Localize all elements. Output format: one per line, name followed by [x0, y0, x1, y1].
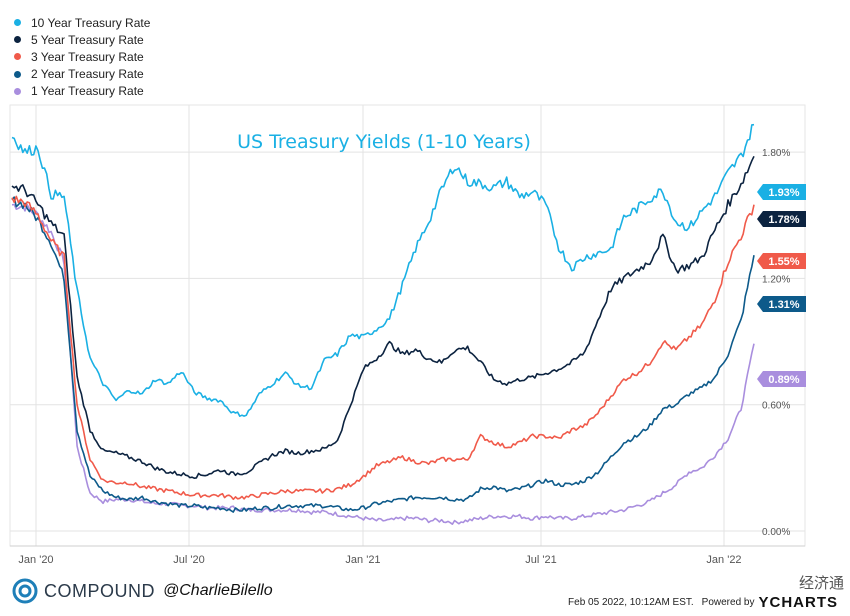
legend-label: 2 Year Treasury Rate — [31, 67, 144, 82]
end-label-text: 0.89% — [768, 374, 799, 386]
y-tick-label: 0.60% — [762, 401, 790, 412]
x-tick-label: Jul '21 — [525, 554, 556, 566]
legend-item: 5 Year Treasury Rate — [14, 31, 150, 48]
legend-color-dot — [14, 53, 21, 61]
legend-item: 10 Year Treasury Rate — [14, 14, 150, 31]
series-line — [11, 203, 755, 526]
legend-label: 10 Year Treasury Rate — [31, 15, 151, 30]
end-label-tag — [757, 253, 806, 269]
end-label-text: 1.55% — [768, 256, 799, 268]
ycharts-logo: YCHARTS — [758, 594, 838, 611]
chart-title: US Treasury Yields (1-10 Years) — [237, 131, 531, 153]
end-label: 1.93% — [757, 184, 806, 200]
brand-footer: COMPOUND @CharlieBilello — [12, 578, 273, 604]
legend-label: 1 Year Treasury Rate — [31, 84, 144, 99]
plot-frame — [9, 104, 806, 547]
legend-label: 5 Year Treasury Rate — [31, 32, 144, 47]
series-line — [11, 155, 755, 480]
legend-item: 3 Year Treasury Rate — [14, 48, 150, 65]
brand-name: COMPOUND — [44, 580, 155, 601]
chart-legend: 10 Year Treasury Rate 5 Year Treasury Rat… — [14, 14, 150, 100]
end-label: 1.78% — [757, 211, 806, 227]
y-tick-label: 1.20% — [762, 274, 790, 285]
x-tick-label: Jul '20 — [173, 554, 204, 566]
end-label: 1.55% — [757, 253, 806, 269]
legend-color-dot — [14, 19, 21, 27]
end-label: 1.31% — [757, 296, 806, 312]
end-label-tag — [757, 371, 806, 387]
legend-color-dot — [14, 87, 21, 95]
legend-label: 3 Year Treasury Rate — [31, 49, 144, 64]
source-footer: Feb 05 2022, 10:12AM EST. Powered by YCH… — [568, 594, 838, 611]
end-label-text: 1.78% — [768, 214, 799, 226]
y-tick-label: 0.00% — [762, 527, 790, 538]
y-tick-label: 1.80% — [762, 148, 790, 159]
timestamp: Feb 05 2022, 10:12AM EST. — [568, 597, 694, 608]
author-handle: @CharlieBilello — [163, 582, 273, 599]
series-line — [11, 195, 755, 501]
x-tick-label: Jan '20 — [18, 554, 53, 566]
series-line — [11, 123, 755, 418]
end-label-tag — [757, 296, 806, 312]
legend-color-dot — [14, 36, 21, 44]
end-label-tag — [757, 184, 806, 200]
watermark: 经济通 — [798, 574, 844, 592]
end-label: 0.89% — [757, 371, 806, 387]
compound-logo-icon — [12, 578, 38, 604]
end-label-tag — [757, 211, 806, 227]
powered-by-label: Powered by — [701, 597, 755, 608]
x-axis: Jan '20 Jul '20 Jan '21 Jul '21 Jan '22 — [18, 554, 741, 566]
end-value-labels: 1.93% 1.78% 1.55% 1.31% 0.89% — [757, 184, 806, 387]
chart-grid — [9, 104, 806, 547]
series-line — [11, 196, 755, 513]
end-label-text: 1.93% — [768, 187, 799, 199]
legend-item: 1 Year Treasury Rate — [14, 83, 150, 100]
y-axis: 0.00% 0.60% 1.20% 1.80% — [762, 148, 790, 538]
x-tick-label: Jan '22 — [706, 554, 741, 566]
series-lines — [11, 123, 755, 526]
end-label-text: 1.31% — [768, 299, 799, 311]
legend-item: 2 Year Treasury Rate — [14, 66, 150, 83]
legend-color-dot — [14, 70, 21, 78]
x-tick-label: Jan '21 — [345, 554, 380, 566]
